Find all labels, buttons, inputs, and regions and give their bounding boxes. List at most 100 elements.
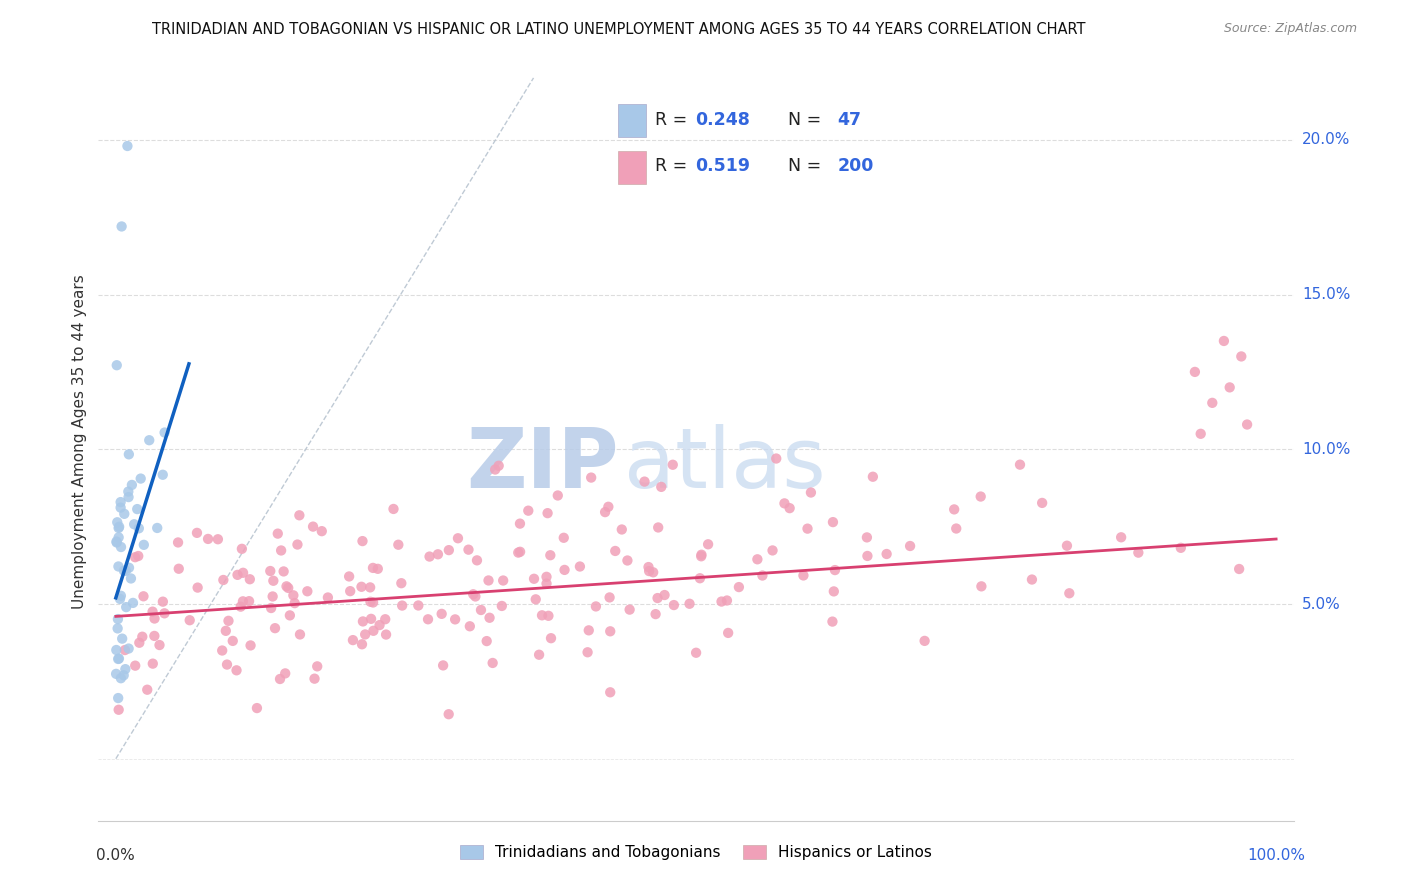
Point bbox=[1170, 541, 1192, 555]
Point bbox=[211, 643, 233, 657]
Point bbox=[127, 502, 149, 516]
Point bbox=[152, 467, 174, 482]
Point bbox=[107, 521, 129, 535]
Point bbox=[599, 591, 621, 605]
Point bbox=[638, 564, 661, 578]
Point bbox=[527, 648, 550, 662]
Point bbox=[187, 581, 209, 595]
Point bbox=[536, 576, 558, 591]
Point bbox=[129, 472, 152, 486]
Point bbox=[132, 538, 155, 552]
Text: 200: 200 bbox=[838, 157, 873, 175]
Y-axis label: Unemployment Among Ages 35 to 44 years: Unemployment Among Ages 35 to 44 years bbox=[72, 274, 87, 609]
Point bbox=[716, 593, 738, 607]
Point bbox=[124, 658, 146, 673]
Point bbox=[124, 550, 146, 565]
Point bbox=[747, 552, 769, 566]
Point bbox=[728, 580, 751, 594]
Point bbox=[492, 574, 515, 588]
Point bbox=[773, 496, 796, 510]
Text: 15.0%: 15.0% bbox=[1302, 287, 1350, 302]
Point bbox=[610, 523, 633, 537]
Point bbox=[270, 543, 292, 558]
Point bbox=[1056, 539, 1078, 553]
Point bbox=[970, 579, 993, 593]
Point bbox=[1212, 334, 1234, 348]
Text: R =: R = bbox=[655, 111, 693, 128]
Point bbox=[297, 584, 319, 599]
Point bbox=[751, 568, 773, 582]
Point bbox=[215, 657, 238, 672]
Point bbox=[517, 504, 540, 518]
Point bbox=[823, 584, 845, 599]
Point bbox=[1236, 417, 1258, 432]
Text: N =: N = bbox=[787, 157, 827, 175]
Point bbox=[146, 521, 169, 535]
Point bbox=[477, 574, 499, 588]
Point bbox=[943, 502, 966, 516]
Point bbox=[239, 639, 262, 653]
Point bbox=[359, 581, 381, 595]
Point bbox=[215, 624, 238, 638]
Point bbox=[115, 600, 138, 615]
Point bbox=[478, 611, 501, 625]
Point bbox=[945, 522, 967, 536]
Point bbox=[288, 508, 311, 523]
Point bbox=[142, 657, 165, 671]
Point bbox=[120, 572, 142, 586]
Point bbox=[354, 627, 377, 641]
Point bbox=[107, 703, 129, 717]
Text: 0.0%: 0.0% bbox=[97, 848, 135, 863]
Point bbox=[1184, 365, 1206, 379]
Point bbox=[229, 599, 252, 614]
Point bbox=[136, 682, 159, 697]
Point bbox=[262, 574, 284, 588]
Point bbox=[1189, 426, 1212, 441]
Point bbox=[654, 588, 676, 602]
Point bbox=[599, 624, 621, 639]
Point bbox=[465, 553, 488, 567]
Point bbox=[112, 507, 135, 521]
Point bbox=[484, 462, 506, 476]
Point bbox=[391, 599, 413, 613]
Point bbox=[537, 608, 560, 623]
Point bbox=[222, 634, 245, 648]
Point bbox=[105, 534, 128, 549]
Point bbox=[644, 607, 666, 621]
Point bbox=[316, 591, 339, 605]
Point bbox=[110, 495, 132, 509]
Point bbox=[530, 608, 553, 623]
Point bbox=[375, 627, 398, 641]
Point bbox=[110, 671, 132, 685]
Point bbox=[112, 668, 135, 682]
Point bbox=[259, 564, 281, 578]
Point bbox=[437, 707, 460, 722]
Text: 5.0%: 5.0% bbox=[1302, 597, 1340, 612]
Point bbox=[118, 560, 141, 574]
Point bbox=[105, 535, 128, 549]
Point bbox=[132, 589, 155, 603]
Point bbox=[152, 595, 174, 609]
Point bbox=[307, 659, 329, 673]
Point bbox=[142, 605, 165, 619]
Point bbox=[117, 490, 139, 504]
Point bbox=[122, 517, 145, 532]
Point bbox=[824, 563, 846, 577]
Point bbox=[274, 666, 297, 681]
Point bbox=[112, 564, 135, 578]
Point bbox=[796, 522, 818, 536]
Point bbox=[761, 543, 783, 558]
Point bbox=[107, 559, 129, 574]
Point bbox=[110, 589, 132, 603]
Point bbox=[633, 475, 655, 489]
Point bbox=[128, 636, 150, 650]
Point bbox=[779, 501, 801, 516]
Point bbox=[690, 548, 713, 562]
Point bbox=[509, 545, 531, 559]
Point bbox=[105, 666, 128, 681]
Text: ZIP: ZIP bbox=[465, 424, 619, 505]
Point bbox=[576, 645, 599, 659]
Point bbox=[470, 603, 492, 617]
Point bbox=[311, 524, 333, 538]
Point bbox=[540, 631, 562, 645]
